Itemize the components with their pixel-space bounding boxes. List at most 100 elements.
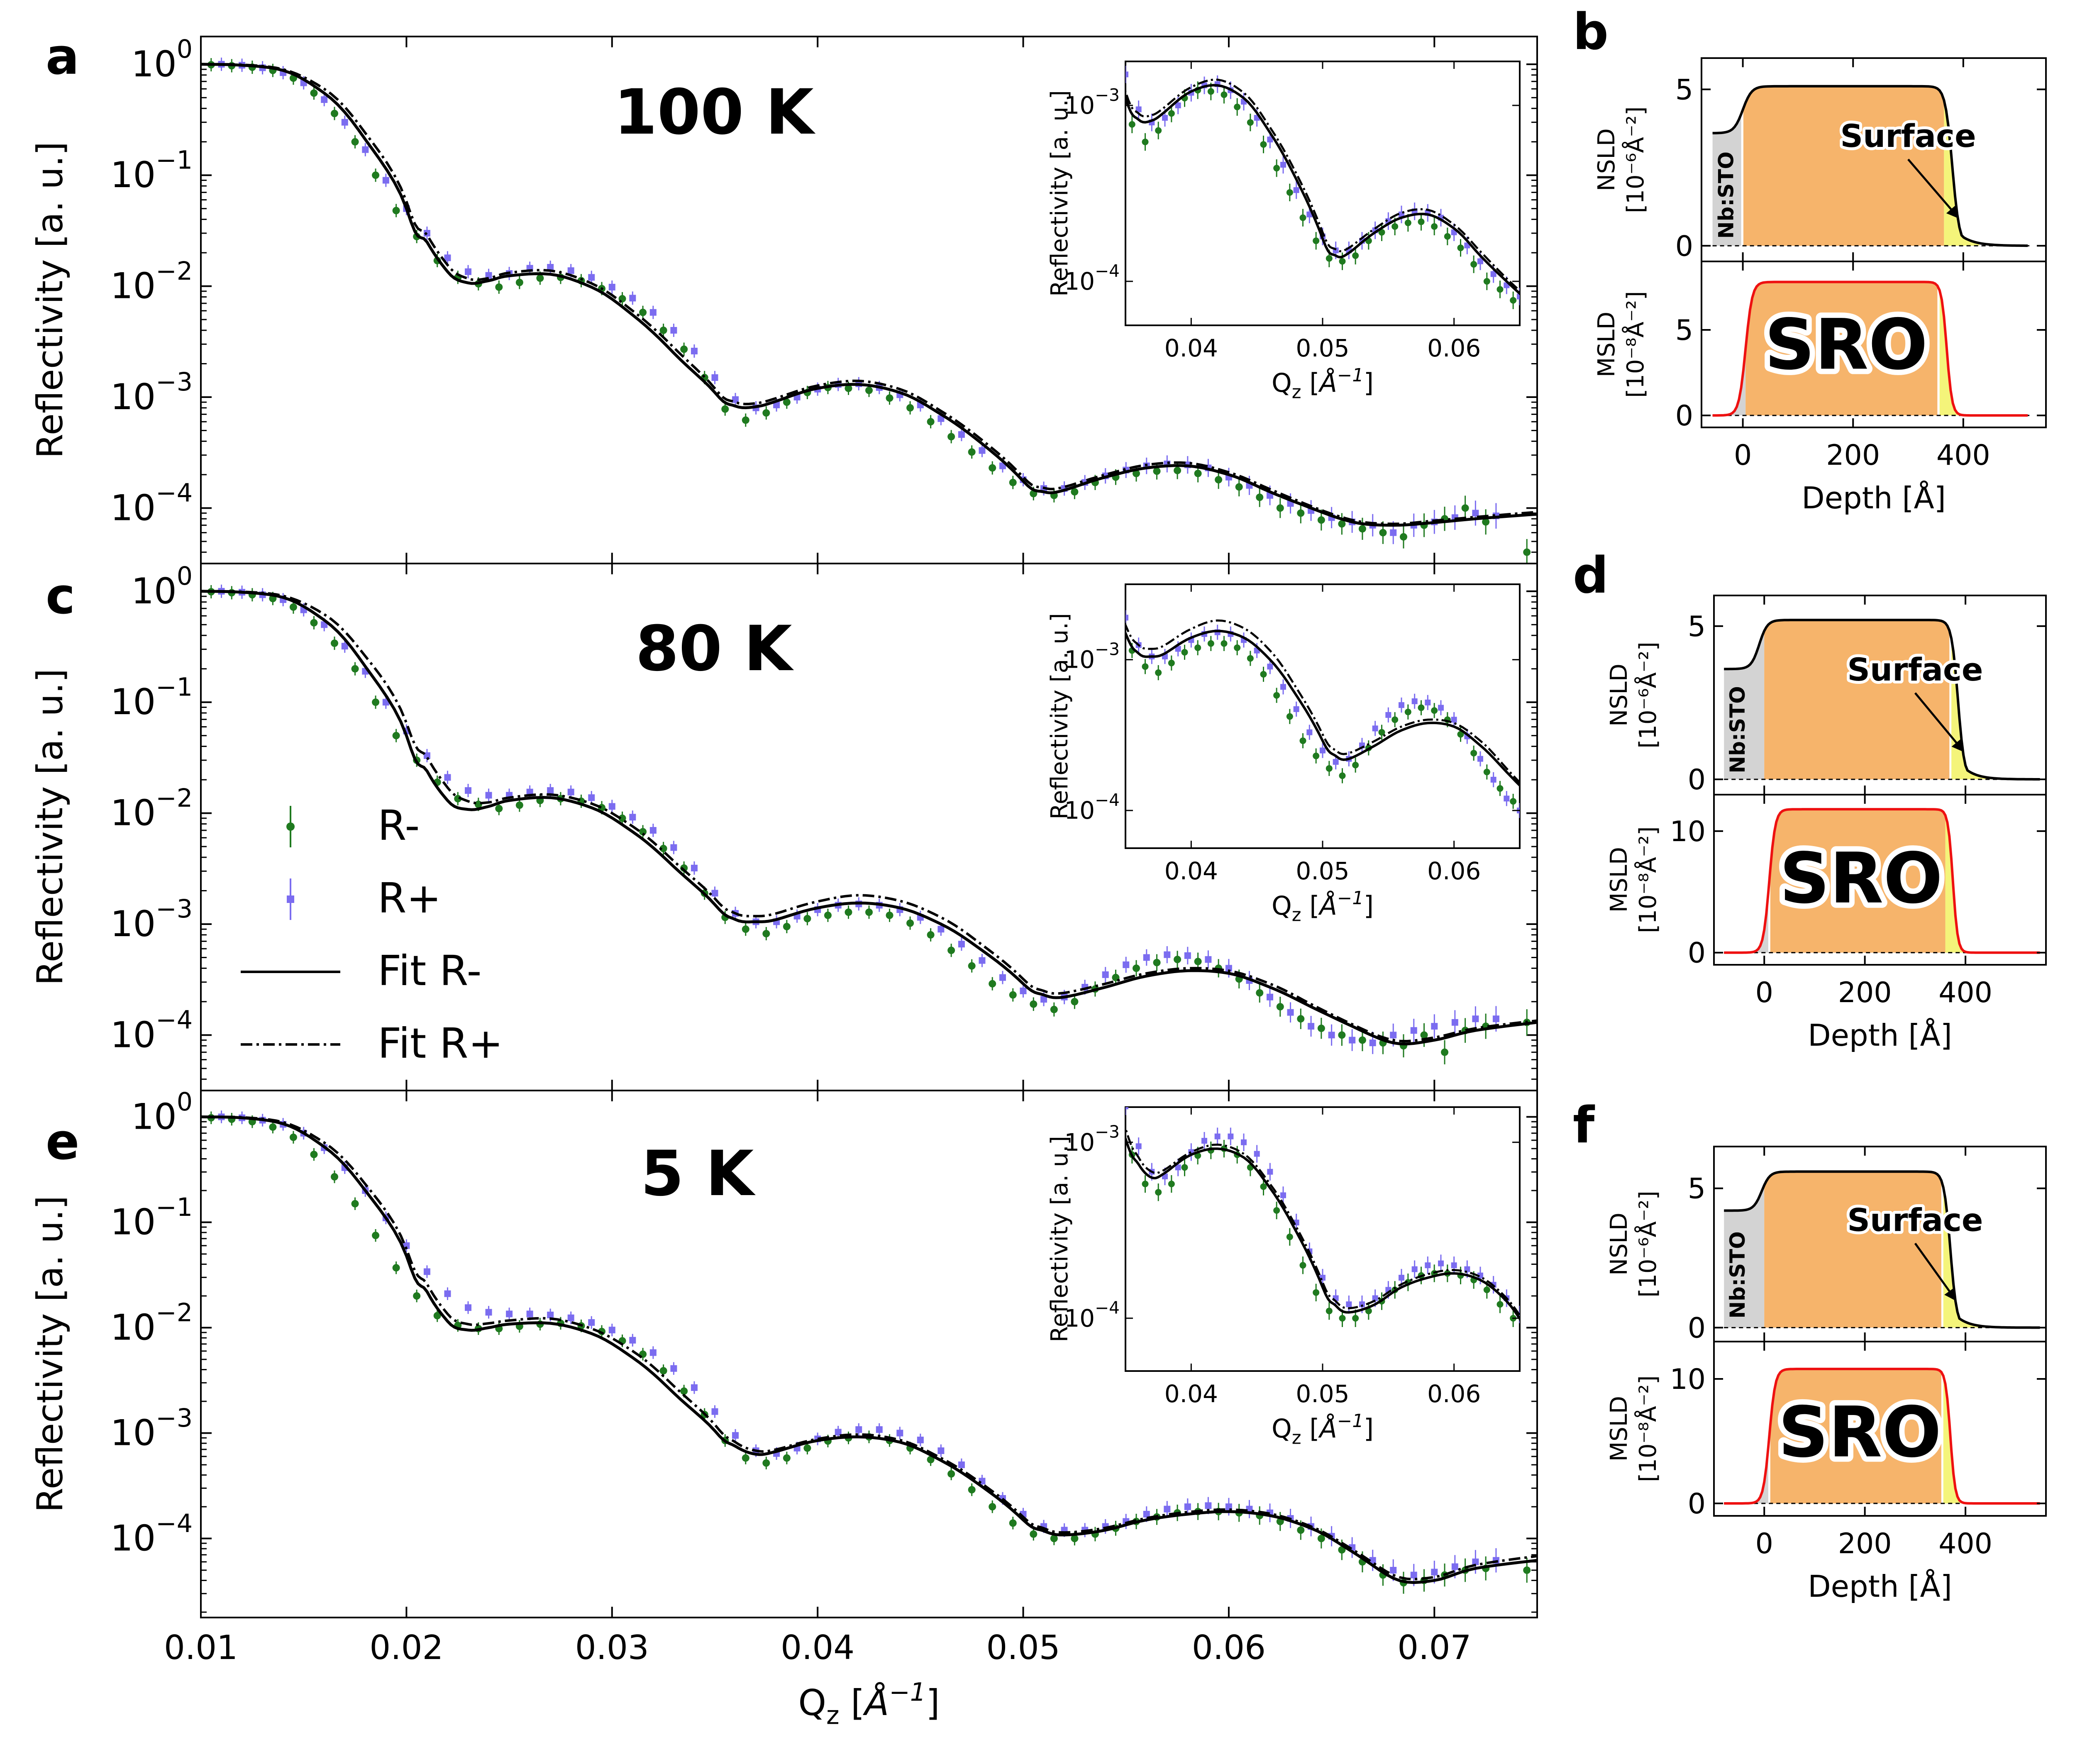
inset-r-minus-point [1116,614,1122,621]
temperature-label: 5 K [641,1138,756,1210]
inset-r-plus-point [1241,1139,1247,1145]
r-minus-point [1297,509,1305,517]
x-tick-label: 0.07 [1397,1628,1471,1667]
inset-r-minus-point [1510,798,1517,805]
r-plus-point [608,283,615,290]
r-plus-point [485,272,492,279]
r-minus-point [433,1312,441,1320]
mslsd-plot: 0 10 MSLD [10⁻⁸Å⁻²] [1606,794,2047,970]
y-tick-label: 10−4 [110,478,193,529]
r-minus-point [1420,1031,1428,1039]
r-minus-point [1461,504,1469,512]
substrate-region [1724,1447,1768,1503]
x-tick-label: 400 [1936,439,1990,472]
x-tick-label: 0.02 [369,1628,443,1667]
inset-r-minus-point [1523,303,1530,310]
inset-r-plus-point [1280,684,1286,690]
r-plus-point [649,1349,657,1356]
r-minus-point [783,398,791,406]
r-minus-point [1133,964,1140,972]
inset-r-plus-point [1451,1262,1457,1269]
r-plus-point [485,792,492,799]
inset-r-plus-point [1411,698,1418,704]
r-minus-point [372,1232,380,1239]
r-plus-point [341,643,348,650]
y-tick-label: 10−1 [110,146,193,196]
r-minus-point [1194,958,1202,966]
surface-arrow [1914,692,1965,752]
inset-r-minus-point [1326,255,1333,262]
r-minus-point [762,1459,770,1467]
inset-r-minus-point [1391,223,1399,230]
axes-frame [1701,261,2047,428]
y-tick-label: 100 [131,1087,193,1138]
y-tick-label: 5 [1688,1173,1706,1205]
r-plus-point [1184,1503,1191,1510]
r-minus-point [1317,1025,1325,1032]
r-plus-point [1349,1037,1356,1044]
r-plus-point [588,1319,595,1326]
y-axis-unit: [10⁻⁸Å⁻²] [1622,291,1649,398]
panel-c: c Reflectivity [a. u.] 100 10−1 10−2 10−3 10−4… [29,562,1538,1091]
y-axis-label: Reflectivity [a. u.] [29,142,71,459]
r-plus-point [773,401,780,408]
panel-a: a Reflectivity [a. u.] 100 10−1 10−2 10−3 10−4… [29,28,1538,564]
r-minus-point [989,980,996,988]
sro-label: SRO [1780,838,1943,919]
r-plus-point [588,274,595,281]
r-plus-point [444,254,451,261]
r-minus-point [803,1444,811,1452]
inset-r-minus-point [1483,769,1490,776]
substrate-region [1724,1185,1765,1328]
inset-r-minus-point [1155,1189,1162,1196]
inset-x-tick-label: 0.06 [1427,334,1481,362]
inset-r-minus-point [1155,669,1162,676]
inset-r-plus-point [1109,1064,1115,1069]
surface-region [1943,1187,2000,1328]
inset-r-minus-point [1496,1301,1504,1308]
r-minus-point [659,1367,667,1375]
inset-r-plus-point [1517,293,1520,300]
inset-r-minus-point [1352,252,1359,259]
r-plus-point [711,1408,718,1415]
inset-r-plus-point [1425,699,1431,705]
inset-r-minus-point [1128,121,1135,128]
axes-frame [1713,794,2047,966]
inset-r-minus-point [1142,139,1149,146]
sro-region [1770,1369,1941,1503]
fit-plus-line [201,590,1537,1043]
inset-r-plus-point [1135,106,1142,112]
r-plus-point [1308,1023,1315,1030]
inset-r-minus-point [1168,1181,1175,1188]
r-minus-point [742,416,749,424]
inset-r-minus-point [1155,127,1162,134]
r-plus-point [1246,1505,1253,1513]
r-plus-point [691,347,698,354]
sro-label: SRO [1778,1392,1941,1473]
panel-letter: f [1573,1097,1595,1154]
inset-r-plus-point [1306,729,1313,735]
r-plus-point [876,1426,883,1433]
r-plus-point [1102,971,1109,978]
inset-r-minus-point [1496,785,1504,792]
inset-r-minus-point [1247,119,1254,126]
inset-x-tick-label: 0.05 [1296,334,1349,362]
inset-x-axis-label: Qz [Å−1] [1272,1411,1374,1448]
inset-r-plus-point [1530,1330,1536,1336]
mslsd-curve [1724,1368,2040,1505]
r-minus-point [310,1151,318,1159]
surface-label: Surface [1847,651,1983,688]
sro-region [1770,809,1946,953]
y-axis-label: Reflectivity [a. u.] [29,669,71,986]
legend-marker-r-minus-dot [286,822,295,831]
r-plus-point [649,309,657,316]
r-plus-point [979,447,986,454]
substrate-label: Nb:STO [1726,1231,1750,1318]
r-minus-point [865,386,873,394]
r-minus-point [331,110,338,117]
inset-r-minus-point [1194,644,1201,651]
inset-c: 0.04 0.05 0.06 10−3 10−4 Qz [Å−1] Reflectivity… [1046,583,1521,926]
r-minus-point [351,138,359,146]
r-plus-point [485,1309,492,1316]
